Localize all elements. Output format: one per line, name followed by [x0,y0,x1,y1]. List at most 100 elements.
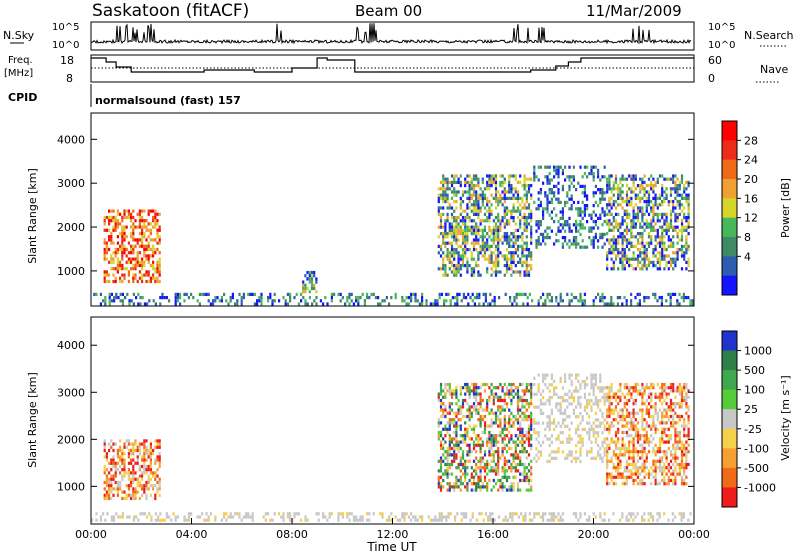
data-cell [499,200,502,204]
data-cell [519,382,522,387]
data-cell [461,219,465,223]
data-cell [134,493,137,497]
data-cell [110,445,113,449]
data-cell [439,392,443,396]
data-cell [621,475,624,479]
data-cell [472,408,476,412]
data-cell [510,184,513,188]
data-cell [606,478,609,483]
nsky-trace [90,23,692,45]
data-cell [457,244,460,248]
data-cell [158,279,161,284]
data-cell [497,244,500,248]
data-cell [461,232,465,236]
data-cell [440,515,443,519]
data-cell [103,228,106,232]
cpid-label: CPID [8,91,37,104]
data-cell [623,414,626,419]
data-cell [483,466,487,470]
data-cell [667,440,670,444]
data-cell [116,455,119,459]
data-cell [669,260,673,264]
data-cell [119,458,122,462]
data-cell [486,398,489,403]
data-cell [663,267,666,271]
data-cell [125,484,128,488]
data-cell [464,190,467,194]
data-cell [546,165,549,169]
data-cell [207,299,210,303]
data-cell [515,296,518,300]
data-cell [461,414,465,419]
data-cell [147,260,150,264]
data-cell [568,245,571,249]
data-cell [525,488,528,492]
data-cell [643,437,646,441]
data-cell [632,254,635,258]
data-cell [158,461,161,465]
data-cell [669,386,673,390]
data-cell [453,209,456,213]
data-cell [141,263,144,268]
data-cell [499,424,502,428]
data-cell [661,402,664,406]
data-cell [645,453,648,457]
data-cell [483,235,487,239]
data-cell [658,219,662,223]
data-cell [444,180,447,184]
data-cell [623,475,626,479]
data-cell [546,232,549,236]
data-cell [524,292,527,296]
data-cell [434,515,437,519]
data-cell [123,471,126,475]
data-cell [641,450,644,454]
data-cell [519,414,522,419]
data-cell [475,408,478,412]
data-cell [603,220,606,224]
data-cell [645,472,648,476]
data-cell [114,471,117,475]
data-cell [488,257,491,261]
data-cell [229,299,232,303]
data-cell [455,216,458,220]
data-cell [172,512,175,516]
data-cell [145,487,148,491]
data-cell [134,496,137,501]
data-cell [154,279,157,284]
data-cell [667,418,670,422]
data-cell [612,260,615,264]
data-cell [661,411,664,415]
data-cell [445,292,448,296]
data-cell [350,292,353,296]
data-cell [683,472,686,476]
data-cell [667,446,670,451]
data-cell [461,200,465,204]
data-cell [621,446,624,451]
data-cell [432,518,435,522]
data-cell [448,408,451,412]
data-cell [537,386,540,390]
data-cell [450,485,454,489]
data-cell [492,437,495,441]
data-cell [632,225,635,229]
data-cell [630,421,633,425]
data-cell [608,443,611,447]
data-cell [315,512,318,516]
data-cell [511,512,514,516]
data-cell [494,264,498,268]
data-cell [610,440,613,444]
data-cell [525,386,528,390]
data-cell [579,245,582,249]
data-cell [630,450,633,454]
data-cell [650,200,653,204]
data-cell [370,292,373,296]
data-cell [112,241,115,245]
data-cell [448,228,451,232]
data-cell [628,187,631,191]
data-cell [501,485,504,489]
data-cell [439,187,443,191]
data-cell [158,493,161,497]
data-cell [630,427,633,431]
data-cell [652,437,655,441]
data-cell [503,200,506,204]
